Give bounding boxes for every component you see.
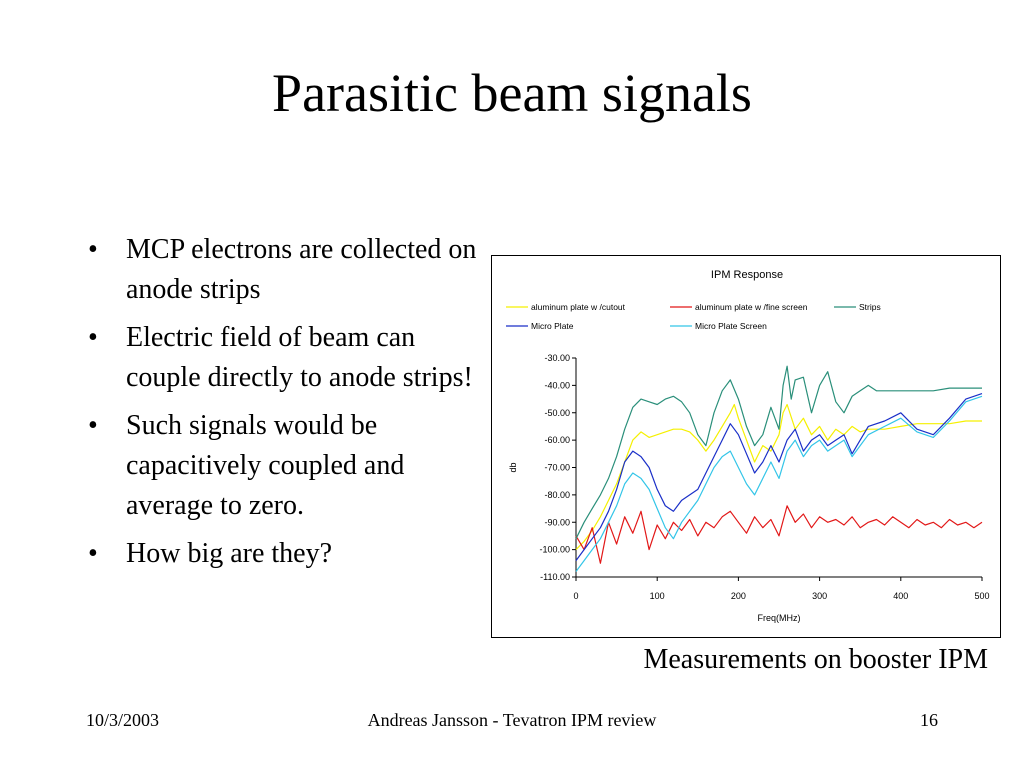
x-tick-label: 300 xyxy=(812,591,827,601)
ipm-response-chart: IPM Response aluminum plate w /cutout alum… xyxy=(506,269,990,623)
series-line xyxy=(575,403,982,551)
x-tick-label: 500 xyxy=(974,591,989,601)
x-tick-label: 0 xyxy=(573,591,578,601)
bullet-text: Such signals would be capacitively coupl… xyxy=(126,410,405,521)
legend-label: aluminum plate w /fine screen xyxy=(695,302,808,312)
y-tick-label: -60.00 xyxy=(544,435,570,445)
bullet-item: • Such signals would be capacitively coup… xyxy=(86,406,486,526)
legend-label: Micro Plate Screen xyxy=(695,321,767,331)
y-tick-label: -100.00 xyxy=(539,545,570,555)
series-line xyxy=(575,393,983,561)
legend-label: aluminum plate w /cutout xyxy=(531,302,626,312)
x-tick-label: 200 xyxy=(731,591,746,601)
bullet-marker: • xyxy=(88,410,98,441)
x-tick-label: 100 xyxy=(650,591,665,601)
y-tick-label: -40.00 xyxy=(544,380,570,390)
legend-label: Micro Plate xyxy=(531,321,574,331)
legend-label: Strips xyxy=(859,302,881,312)
bullet-item: • MCP electrons are collected on anode st… xyxy=(86,230,486,310)
chart-caption: Measurements on booster IPM xyxy=(643,644,988,675)
bullet-item: • Electric field of beam can couple direc… xyxy=(86,318,486,398)
series-line xyxy=(575,395,983,572)
bullet-list: • MCP electrons are collected on anode st… xyxy=(86,230,486,582)
bullet-marker: • xyxy=(88,538,98,569)
slide-title: Parasitic beam signals xyxy=(272,63,752,123)
footer-title: Andreas Jansson - Tevatron IPM review xyxy=(367,710,657,730)
y-tick-label: -30.00 xyxy=(544,353,570,363)
y-tick-label: -80.00 xyxy=(544,490,570,500)
y-tick-label: -50.00 xyxy=(544,408,570,418)
bullet-text: How big are they? xyxy=(126,538,333,569)
x-axis-label: Freq(MHz) xyxy=(758,613,801,623)
y-tick-label: -110.00 xyxy=(540,572,570,582)
chart-title: IPM Response xyxy=(711,269,783,281)
y-axis-label: db xyxy=(508,462,518,472)
y-tick-label: -70.00 xyxy=(544,463,570,473)
footer-date: 10/3/2003 xyxy=(86,710,160,730)
bullet-text: MCP electrons are collected on anode str… xyxy=(126,234,477,305)
y-tick-label: -90.00 xyxy=(544,517,570,527)
footer-page-number: 16 xyxy=(920,710,938,730)
bullet-marker: • xyxy=(88,322,98,353)
chart-frame: IPM Response aluminum plate w /cutout alum… xyxy=(491,255,1001,638)
series-line xyxy=(575,505,983,564)
bullet-marker: • xyxy=(88,234,98,265)
series-line xyxy=(575,365,982,539)
bullet-item: • How big are they? xyxy=(86,534,486,574)
x-tick-label: 400 xyxy=(893,591,908,601)
bullet-text: Electric field of beam can couple direct… xyxy=(126,322,473,393)
